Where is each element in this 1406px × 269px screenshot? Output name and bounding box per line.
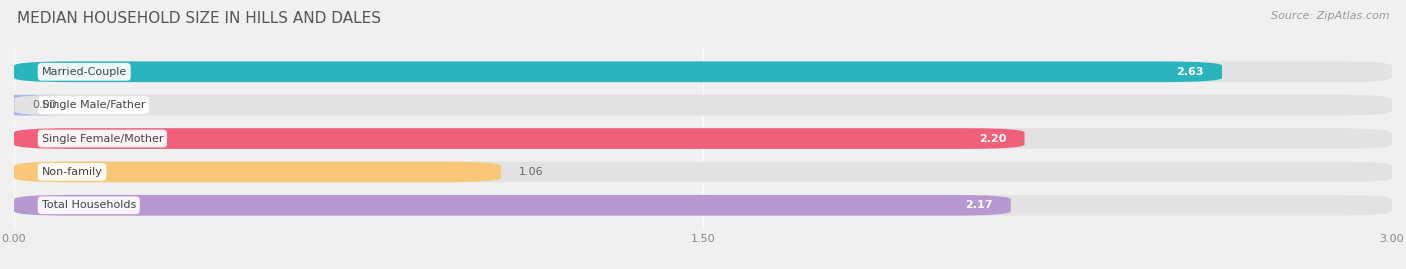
- Text: Source: ZipAtlas.com: Source: ZipAtlas.com: [1271, 11, 1389, 21]
- Text: 2.17: 2.17: [965, 200, 993, 210]
- FancyBboxPatch shape: [14, 128, 1025, 149]
- Text: Married-Couple: Married-Couple: [42, 67, 127, 77]
- Text: 2.20: 2.20: [979, 133, 1007, 144]
- Text: Total Households: Total Households: [42, 200, 136, 210]
- FancyBboxPatch shape: [14, 162, 501, 182]
- Text: Non-family: Non-family: [42, 167, 103, 177]
- FancyBboxPatch shape: [14, 128, 1392, 149]
- Text: 1.06: 1.06: [519, 167, 544, 177]
- FancyBboxPatch shape: [14, 195, 1011, 216]
- Text: Single Male/Father: Single Male/Father: [42, 100, 145, 110]
- FancyBboxPatch shape: [14, 162, 1392, 182]
- FancyBboxPatch shape: [14, 61, 1222, 82]
- FancyBboxPatch shape: [14, 195, 1392, 216]
- Text: 0.00: 0.00: [32, 100, 58, 110]
- FancyBboxPatch shape: [14, 61, 1392, 82]
- Text: 2.63: 2.63: [1177, 67, 1204, 77]
- Text: Single Female/Mother: Single Female/Mother: [42, 133, 163, 144]
- FancyBboxPatch shape: [0, 95, 73, 115]
- FancyBboxPatch shape: [14, 95, 1392, 115]
- Text: MEDIAN HOUSEHOLD SIZE IN HILLS AND DALES: MEDIAN HOUSEHOLD SIZE IN HILLS AND DALES: [17, 11, 381, 26]
